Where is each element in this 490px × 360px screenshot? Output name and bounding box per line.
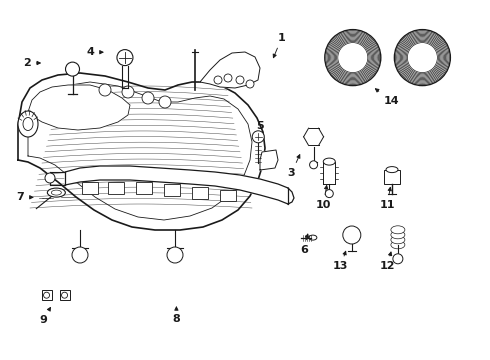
Circle shape (122, 86, 134, 98)
Text: 1: 1 (273, 33, 286, 58)
Ellipse shape (309, 235, 317, 240)
Circle shape (159, 96, 171, 108)
Text: 14: 14 (375, 89, 399, 106)
Polygon shape (200, 52, 260, 88)
Text: 10: 10 (316, 185, 331, 210)
Bar (384, 170, 400, 184)
Bar (220, 190, 236, 201)
Bar (108, 182, 124, 194)
Circle shape (45, 173, 55, 183)
Text: 3: 3 (288, 155, 300, 178)
Circle shape (44, 292, 49, 298)
Circle shape (62, 292, 68, 298)
Circle shape (343, 226, 361, 244)
Polygon shape (28, 85, 130, 130)
Text: 11: 11 (379, 187, 395, 210)
Ellipse shape (386, 167, 398, 172)
Ellipse shape (48, 188, 65, 197)
Text: 2: 2 (23, 58, 40, 68)
Ellipse shape (323, 158, 335, 165)
Ellipse shape (18, 111, 38, 137)
Ellipse shape (391, 236, 405, 244)
Polygon shape (28, 82, 252, 220)
Text: 9: 9 (39, 307, 50, 325)
Text: 7: 7 (17, 192, 33, 202)
Bar (60, 290, 70, 300)
Circle shape (236, 76, 244, 84)
Circle shape (246, 80, 254, 88)
Text: 12: 12 (379, 252, 395, 271)
Polygon shape (18, 73, 265, 230)
Polygon shape (260, 150, 278, 170)
Circle shape (66, 62, 79, 76)
Bar (82, 182, 98, 194)
Circle shape (252, 131, 264, 143)
Circle shape (99, 84, 111, 96)
Bar (192, 187, 208, 199)
Circle shape (393, 254, 403, 264)
Circle shape (325, 190, 333, 198)
Text: 6: 6 (300, 234, 309, 255)
Text: 8: 8 (172, 307, 180, 324)
Ellipse shape (391, 241, 405, 249)
Circle shape (224, 74, 232, 82)
Circle shape (72, 247, 88, 263)
Circle shape (214, 76, 222, 84)
Text: 5: 5 (256, 121, 264, 142)
Polygon shape (65, 166, 288, 204)
Text: 13: 13 (333, 251, 348, 271)
Bar (42, 290, 51, 300)
Ellipse shape (391, 226, 405, 234)
Bar (136, 182, 152, 194)
Ellipse shape (391, 231, 405, 239)
Circle shape (117, 50, 133, 66)
Circle shape (167, 247, 183, 263)
Circle shape (310, 161, 318, 169)
Bar (164, 184, 180, 196)
Circle shape (142, 92, 154, 104)
Text: 4: 4 (87, 47, 103, 57)
